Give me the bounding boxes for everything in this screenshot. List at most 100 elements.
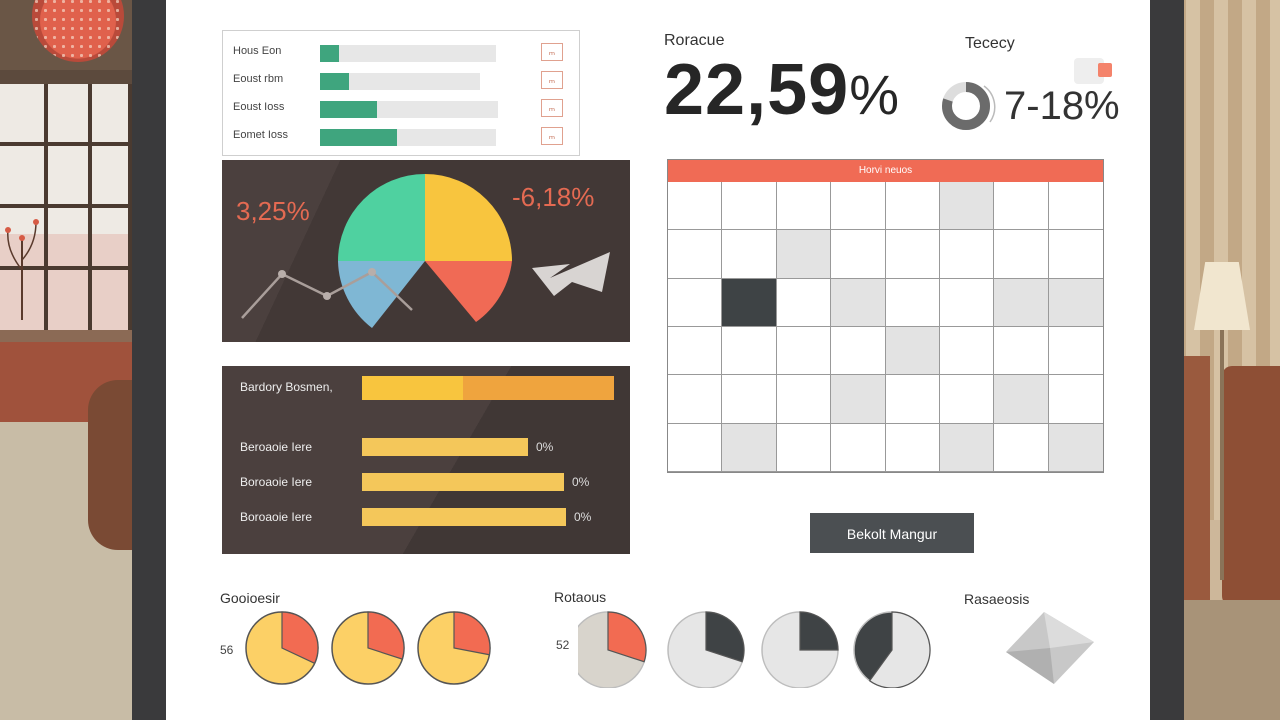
tecency-label: Tececy — [965, 35, 1015, 53]
calendar-cell[interactable] — [1049, 375, 1103, 423]
calendar-cell[interactable] — [777, 230, 831, 278]
calendar-cell[interactable] — [886, 375, 940, 423]
bar-label: Beroaoie Iere — [240, 440, 312, 454]
calendar-cell[interactable] — [940, 375, 994, 423]
calendar-cell[interactable] — [886, 424, 940, 472]
calendar-cell[interactable] — [722, 424, 776, 472]
calendar-cell[interactable] — [831, 375, 885, 423]
bar — [362, 508, 566, 526]
pie-slice-red — [425, 261, 512, 322]
progress-fill — [320, 101, 377, 118]
group1-pie-charts — [240, 606, 500, 688]
calendar-cell[interactable] — [994, 327, 1048, 375]
arrow-icon — [532, 252, 610, 296]
progress-badge: ₘ — [541, 99, 563, 117]
calendar-cell[interactable] — [994, 182, 1048, 230]
calendar-cell[interactable] — [940, 424, 994, 472]
calendar-cell[interactable] — [777, 424, 831, 472]
calendar-cell[interactable] — [886, 279, 940, 327]
calendar-cell[interactable] — [886, 327, 940, 375]
calendar-cell[interactable] — [722, 327, 776, 375]
calendar-cell[interactable] — [668, 375, 722, 423]
calendar-cell[interactable] — [777, 327, 831, 375]
progress-list-card: Hous Eon ₘ Eoust rbm ₘ Eoust Ioss ₘ Eomet Ioss… — [222, 30, 580, 156]
calendar-cell[interactable] — [886, 182, 940, 230]
pie-slice-blue — [338, 261, 425, 328]
calendar-cell[interactable] — [1049, 424, 1103, 472]
calendar-cell[interactable] — [777, 375, 831, 423]
calendar-cell[interactable] — [722, 279, 776, 327]
calendar-cell[interactable] — [1049, 230, 1103, 278]
progress-row-label: Eomet Ioss — [233, 129, 288, 141]
bar-percent: 0% — [574, 510, 591, 524]
calendar-cell[interactable] — [668, 182, 722, 230]
pie-panel: 3,25% -6,18% — [222, 160, 630, 342]
calendar-cell[interactable] — [994, 230, 1048, 278]
progress-row-label: Hous Eon — [233, 45, 281, 57]
calendar-cell[interactable] — [1049, 327, 1103, 375]
progress-fill — [320, 45, 339, 62]
group2-number: 52 — [556, 638, 569, 652]
calendar-cell[interactable] — [994, 279, 1048, 327]
mini-pie-slice — [454, 612, 490, 655]
bar-row: Bardory Bosmen, — [222, 376, 630, 400]
plant — [2, 210, 42, 320]
progress-track — [320, 73, 480, 90]
group2-pie-charts — [578, 606, 938, 688]
calendar-cell[interactable] — [668, 230, 722, 278]
mini-pie-slice — [800, 612, 838, 650]
calendar-cell[interactable] — [1049, 279, 1103, 327]
calendar-cell[interactable] — [831, 424, 885, 472]
calendar-cell[interactable] — [831, 279, 885, 327]
calendar-cell[interactable] — [777, 279, 831, 327]
manager-button[interactable]: Bekolt Mangur — [810, 513, 974, 553]
calendar-cell[interactable] — [994, 424, 1048, 472]
pie-right-value: -6,18% — [512, 182, 594, 213]
calendar-grid: Horvi neuos — [667, 159, 1104, 473]
bar — [362, 438, 528, 456]
calendar-cell[interactable] — [831, 182, 885, 230]
bar-label: Boroaoie Iere — [240, 510, 312, 524]
calendar-cell[interactable] — [1049, 182, 1103, 230]
calendar-header: Horvi neuos — [668, 160, 1103, 182]
progress-row: Eomet Ioss ₘ — [223, 125, 579, 147]
group3-label: Rasaeosis — [964, 591, 1029, 607]
calendar-cell[interactable] — [994, 375, 1048, 423]
bar-panel: Bardory Bosmen, Beroaoie Iere 0% Boroaoie I… — [222, 366, 630, 554]
progress-row-label: Eoust rbm — [233, 73, 283, 85]
progress-track — [320, 129, 496, 146]
progress-badge: ₘ — [541, 43, 563, 61]
group1-number: 56 — [220, 643, 233, 657]
progress-fill — [320, 129, 397, 146]
calendar-cell[interactable] — [886, 230, 940, 278]
progress-fill — [320, 73, 349, 90]
calendar-cell[interactable] — [668, 327, 722, 375]
calendar-cell[interactable] — [831, 230, 885, 278]
calendar-cell[interactable] — [722, 375, 776, 423]
group1-label: Gooioesir — [220, 590, 280, 606]
calendar-cell[interactable] — [668, 424, 722, 472]
background-room-left — [0, 0, 140, 720]
progress-row: Hous Eon ₘ — [223, 41, 579, 63]
calendar-cell[interactable] — [722, 230, 776, 278]
pie-slice-yellow — [425, 174, 512, 261]
calendar-cell[interactable] — [831, 327, 885, 375]
calendar-cell[interactable] — [940, 182, 994, 230]
bar — [362, 473, 564, 491]
calendar-cell[interactable] — [940, 279, 994, 327]
calendar-cell[interactable] — [940, 230, 994, 278]
pie-slice-green — [338, 174, 425, 261]
progress-row: Eoust Ioss ₘ — [223, 97, 579, 119]
calendar-cell[interactable] — [722, 182, 776, 230]
bar-percent: 0% — [536, 440, 553, 454]
calendar-cell[interactable] — [777, 182, 831, 230]
background-room-right — [1172, 0, 1280, 720]
bar-row: Boroaoie Iere 0% — [222, 471, 630, 495]
sofa — [1222, 366, 1280, 606]
tecency-value: 7-18% — [1004, 82, 1120, 130]
progress-row: Eoust rbm ₘ — [223, 69, 579, 91]
pie-left-value: 3,25% — [236, 196, 310, 227]
revenue-label: Roracue — [664, 32, 724, 50]
calendar-cell[interactable] — [940, 327, 994, 375]
calendar-cell[interactable] — [668, 279, 722, 327]
